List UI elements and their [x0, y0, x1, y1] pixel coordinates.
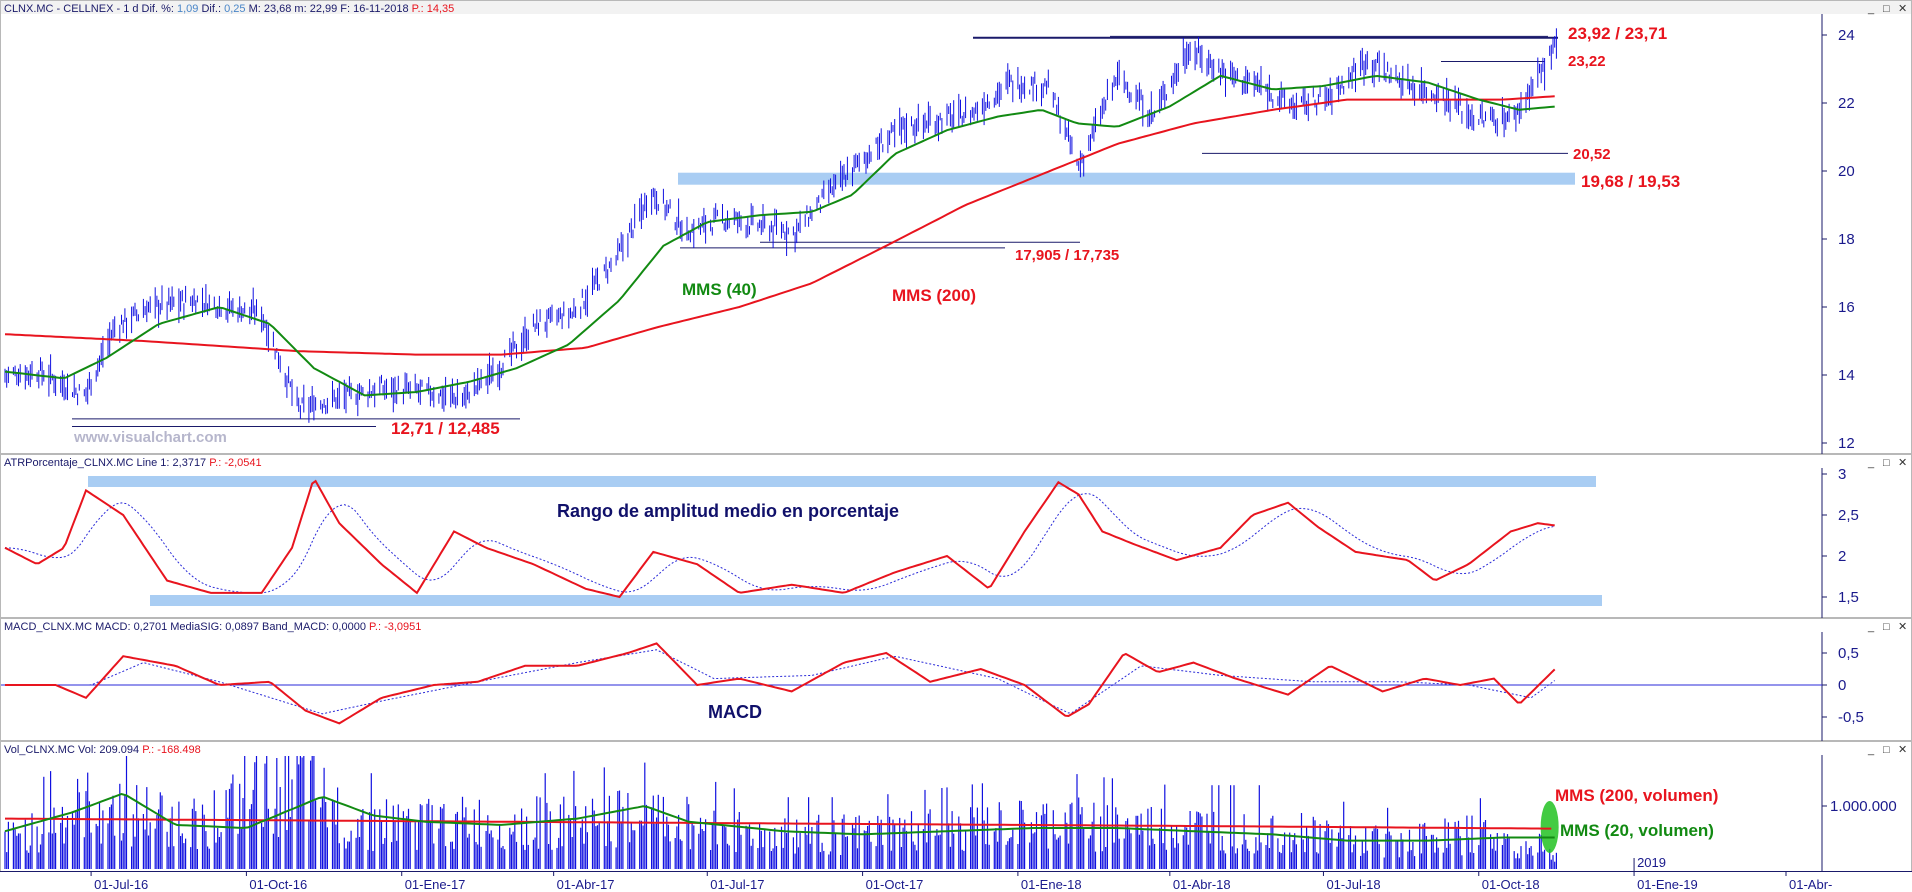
- window-button-3-0[interactable]: _: [1867, 744, 1875, 756]
- price-header: CLNX.MC - CELLNEX - 1 d Dif. %: 1,09 Dif…: [4, 3, 454, 15]
- price-y-tick: 20: [1838, 163, 1855, 180]
- window-button-0-0[interactable]: _: [1867, 3, 1875, 15]
- atr-bands: [88, 476, 1602, 606]
- price-y-axis: 12 14 16 18 20 22 24: [1822, 27, 1855, 452]
- price-y-tick: 12: [1838, 435, 1855, 452]
- atr-y-axis: 1,5 2 2,5 3: [1822, 466, 1859, 606]
- window-button-2-2[interactable]: ✕: [1898, 621, 1907, 633]
- price-y-tick: 16: [1838, 299, 1855, 316]
- header-seg-2: Dif.:: [198, 3, 224, 15]
- mms40-line: [4, 74, 1555, 397]
- price-level-lines: [72, 35, 1568, 428]
- price-bars: [4, 28, 1557, 423]
- x-tick: 01-Abr-: [1789, 877, 1832, 892]
- vol-y-tick: 1.000.000: [1830, 798, 1897, 815]
- header-seg-1: P.: -3,0951: [369, 621, 421, 633]
- support-band-1968: [678, 172, 1575, 185]
- atr-y-tick: 2,5: [1838, 507, 1859, 524]
- atr-band-top: [88, 476, 1596, 487]
- watermark: www.visualchart.com: [73, 429, 227, 446]
- x-tick: 01-Ene-19: [1637, 877, 1698, 892]
- price-y-tick: 18: [1838, 231, 1855, 248]
- x-tick: 01-Oct-17: [866, 877, 924, 892]
- vol-header: Vol_CLNX.MC Vol: 209.094 P.: -168.498: [4, 744, 201, 756]
- header-seg-1: P.: -168.498: [142, 744, 201, 756]
- window-button-1-1[interactable]: □: [1883, 457, 1890, 469]
- window-button-3-1[interactable]: □: [1883, 744, 1890, 756]
- label-mms40: MMS (40): [682, 280, 757, 299]
- label-level-1968: 19,68 / 19,53: [1581, 172, 1680, 191]
- price-support-bands: [678, 172, 1575, 185]
- header-seg-1: 1,09: [177, 3, 198, 15]
- macd-signal-line: [5, 649, 1555, 715]
- header-seg-1: P.: -2,0541: [209, 457, 261, 469]
- x-tick: 01-Jul-17: [710, 877, 764, 892]
- macd-y-tick: -0,5: [1838, 709, 1864, 726]
- x-tick: 01-Jul-18: [1326, 877, 1380, 892]
- label-vol-mms200: MMS (200, volumen): [1555, 786, 1718, 805]
- x-tick: 01-Ene-18: [1021, 877, 1082, 892]
- window-button-0-1[interactable]: □: [1883, 3, 1890, 15]
- macd-header: MACD_CLNX.MC MACD: 0,2701 MediaSIG: 0,08…: [4, 621, 421, 633]
- mms200-line: [4, 95, 1555, 356]
- header-seg-4: M: 23,68 m: 22,99 F: 16-11-2018: [246, 3, 412, 15]
- macd-y-tick: 0,5: [1838, 645, 1859, 662]
- volume-bars: [4, 756, 1558, 869]
- atr-y-tick: 1,5: [1838, 589, 1859, 606]
- x-tick: 01-Abr-18: [1173, 877, 1231, 892]
- atr-header: ATRPorcentaje_CLNX.MC Line 1: 2,3717 P.:…: [4, 457, 262, 469]
- atr-line: [4, 479, 1555, 599]
- window-button-2-1[interactable]: □: [1883, 621, 1890, 633]
- header-seg-5: P.: 14,35: [412, 3, 455, 15]
- header-seg-0: MACD_CLNX.MC MACD: 0,2701 MediaSIG: 0,08…: [4, 621, 369, 633]
- header-seg-3: 0,25: [224, 3, 245, 15]
- macd-y-tick: 0: [1838, 677, 1846, 694]
- x-axis: 01-Jul-16 01-Oct-16 01-Ene-17 01-Abr-17 01-J…: [90, 855, 1832, 892]
- label-macd: MACD: [708, 702, 762, 722]
- header-bars: [1, 1, 1911, 755]
- vol-y-axis: 1.000.000: [1822, 798, 1897, 815]
- window-buttons[interactable]: _ □ ✕ _ □ ✕ _ □ ✕ _ □ ✕: [1867, 3, 1907, 756]
- header-seg-0: Vol_CLNX.MC Vol: 209.094: [4, 744, 142, 756]
- header-seg-0: CLNX.MC - CELLNEX - 1 d Dif. %:: [4, 3, 177, 15]
- price-y-tick: 24: [1838, 27, 1855, 44]
- header-seg-0: ATRPorcentaje_CLNX.MC Line 1: 2,3717: [4, 457, 209, 469]
- x-tick: 01-Oct-18: [1482, 877, 1540, 892]
- label-level-2052: 20,52: [1573, 146, 1611, 163]
- x-tick: 01-Abr-17: [557, 877, 615, 892]
- macd-pane-frame: [0, 618, 1912, 741]
- label-mms200: MMS (200): [892, 286, 976, 305]
- vol-mms20-line: [4, 792, 1555, 842]
- atr-band-bottom: [150, 595, 1602, 606]
- label-atr: Rango de amplitud medio en porcentaje: [557, 501, 899, 521]
- label-level-2322: 23,22: [1568, 53, 1606, 70]
- x-tick: 01-Oct-16: [249, 877, 307, 892]
- label-level-17905: 17,905 / 17,735: [1015, 247, 1119, 264]
- window-button-1-2[interactable]: ✕: [1898, 457, 1907, 469]
- volume-highlight: [1540, 801, 1559, 853]
- macd-y-axis: 0,5 0 -0,5: [1822, 645, 1864, 726]
- atr-y-tick: 3: [1838, 466, 1846, 483]
- x-tick-year: 2019: [1637, 855, 1666, 870]
- window-button-2-0[interactable]: _: [1867, 621, 1875, 633]
- axis-separators: [0, 14, 1912, 872]
- label-vol-mms20: MMS (20, volumen): [1560, 821, 1714, 840]
- price-y-tick: 22: [1838, 95, 1855, 112]
- window-button-3-2[interactable]: ✕: [1898, 744, 1907, 756]
- price-y-tick: 14: [1838, 367, 1855, 384]
- window-button-0-2[interactable]: ✕: [1898, 3, 1907, 15]
- macd-line: [5, 642, 1556, 725]
- window-button-1-0[interactable]: _: [1867, 457, 1875, 469]
- pane-frames: [0, 0, 1912, 872]
- x-tick: 01-Ene-17: [405, 877, 466, 892]
- atr-y-tick: 2: [1838, 548, 1846, 565]
- label-level-1271: 12,71 / 12,485: [391, 419, 500, 438]
- label-level-top: 23,92 / 23,71: [1568, 24, 1667, 43]
- x-tick: 01-Jul-16: [94, 877, 148, 892]
